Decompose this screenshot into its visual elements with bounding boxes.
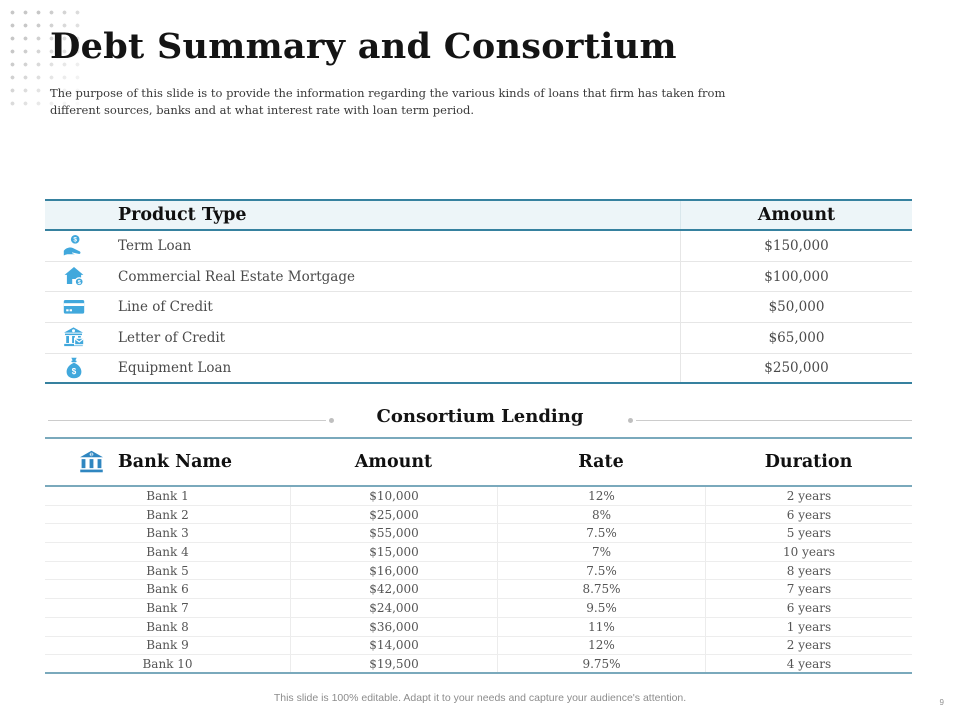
money-bag-icon [45,354,103,383]
bank-name-cell: Bank 8 [146,619,189,634]
product-type-cell: Letter of Credit [118,329,226,346]
bank-name-cell: Bank 7 [146,600,189,615]
consortium-table-header: Bank Name Amount Rate Duration [45,437,912,487]
amount-cell: $19,500 [290,655,497,672]
product-type-cell: Equipment Loan [118,360,232,377]
rate-cell: 11% [497,617,705,636]
table-row: Bank 6 $42,000 8.75% 7 years [45,580,912,600]
amount-cell: $50,000 [680,292,912,323]
bank-name-cell: Bank 1 [146,488,189,503]
amount-cell: $15,000 [290,543,497,561]
table-row: Bank 1 $10,000 12% 2 years [45,487,912,506]
rate-header: Rate [578,452,624,472]
credit-card-icon [45,292,103,322]
amount-cell: $24,000 [290,599,497,617]
bank-icon [78,449,105,476]
mortgage-house-icon [45,262,103,292]
duration-cell: 2 years [705,487,912,505]
debt-summary-table: Product Type Amount Term Loan $150,000 C… [45,199,912,385]
amount-cell: $100,000 [680,261,912,292]
page-title: Debt Summary and Consortium [50,26,677,67]
slide-description: The purpose of this slide is to provide … [50,86,726,118]
divider-dot-left [329,418,334,423]
section-title: Consortium Lending [376,406,584,427]
duration-cell: 5 years [705,524,912,543]
amount-cell: $25,000 [290,505,497,524]
rate-cell: 7% [497,543,705,561]
duration-cell: 6 years [705,505,912,524]
rate-cell: 12% [497,636,705,655]
table-row: Term Loan $150,000 [45,231,912,262]
bank-name-cell: Bank 4 [146,544,189,559]
product-type-header: Product Type [118,205,247,225]
product-type-cell: Term Loan [118,237,192,254]
table-row: Bank 10 $19,500 9.75% 4 years [45,655,912,674]
letter-of-credit-icon [45,323,103,353]
duration-cell: 2 years [705,636,912,655]
table-row: Commercial Real Estate Mortgage $100,000 [45,261,912,293]
amount-cell: $36,000 [290,617,497,636]
divider-line-right [636,420,912,421]
product-type-cell: Line of Credit [118,299,213,316]
duration-cell: 7 years [705,580,912,599]
table-row: Letter of Credit $65,000 [45,323,912,354]
amount-cell: $10,000 [290,487,497,505]
table-row: Bank 7 $24,000 9.5% 6 years [45,599,912,618]
table-row: Bank 2 $25,000 8% 6 years [45,505,912,525]
duration-header: Duration [764,452,853,472]
duration-cell: 1 years [705,617,912,636]
bank-name-header: Bank Name [118,452,233,472]
amount-cell: $55,000 [290,524,497,543]
corner-dot-pattern [6,6,84,112]
amount-cell: $14,000 [290,636,497,655]
rate-cell: 7.5% [497,524,705,543]
debt-table-header: Product Type Amount [45,199,912,231]
bank-name-cell: Bank 9 [146,638,189,653]
bank-name-cell: Bank 2 [146,507,189,522]
amount-header: Amount [354,452,433,472]
table-row: Line of Credit $50,000 [45,292,912,324]
amount-cell: $65,000 [680,323,912,353]
divider-line-left [48,420,326,421]
amount-cell: $250,000 [680,353,912,383]
footer-note: This slide is 100% editable. Adapt it to… [273,692,687,704]
bank-name-cell: Bank 3 [146,526,189,541]
bank-name-cell: Bank 5 [146,563,189,578]
amount-cell: $16,000 [290,561,497,580]
duration-cell: 4 years [705,655,912,672]
rate-cell: 12% [497,487,705,505]
rate-cell: 9.5% [497,599,705,617]
duration-cell: 6 years [705,599,912,617]
duration-cell: 10 years [705,543,912,561]
hand-coin-icon [45,231,103,261]
page-number: 9 [939,698,944,707]
product-type-cell: Commercial Real Estate Mortgage [118,268,355,285]
rate-cell: 9.75% [497,655,705,672]
table-row: Bank 5 $16,000 7.5% 8 years [45,561,912,581]
rate-cell: 8% [497,505,705,524]
rate-cell: 8.75% [497,580,705,599]
bank-name-cell: Bank 6 [146,582,189,597]
duration-cell: 8 years [705,561,912,580]
amount-cell: $150,000 [680,231,912,261]
table-row: Bank 9 $14,000 12% 2 years [45,636,912,656]
table-row: Equipment Loan $250,000 [45,353,912,385]
bank-name-header-cell: Bank Name [45,449,290,476]
table-row: Bank 3 $55,000 7.5% 5 years [45,524,912,544]
table-row: Bank 4 $15,000 7% 10 years [45,543,912,562]
consortium-lending-table: Bank Name Amount Rate Duration Bank 1 $1… [45,437,912,674]
divider-dot-right [628,418,633,423]
amount-cell: $42,000 [290,580,497,599]
rate-cell: 7.5% [497,561,705,580]
bank-name-cell: Bank 10 [142,656,193,671]
table-row: Bank 8 $36,000 11% 1 years [45,617,912,637]
amount-header: Amount [680,201,912,229]
